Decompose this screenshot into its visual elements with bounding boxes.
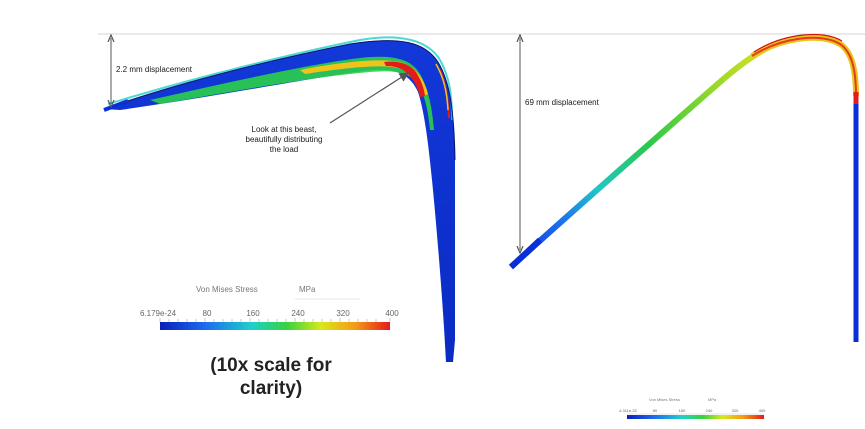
left-legend-ticks <box>159 318 391 322</box>
left-legend-tick-2: 160 <box>246 309 260 318</box>
right-displacement-label: 69 mm displacement <box>525 98 599 107</box>
left-beam-tip <box>103 99 129 112</box>
annotation-text: Look at this beast, beautifully distribu… <box>232 125 336 155</box>
left-legend-colorbar <box>160 322 390 330</box>
right-legend-tick-0: 4.311e-32 <box>619 408 637 413</box>
right-legend-colorbar <box>627 415 764 419</box>
right-legend-tick-1: 80 <box>652 408 658 413</box>
left-beam-outer-edge <box>107 36 453 121</box>
left-legend-title: Von Mises Stress <box>196 285 258 294</box>
right-beam-model <box>508 33 859 342</box>
left-beam-model <box>103 36 456 362</box>
right-legend-title: Von Mises Stress <box>649 397 680 402</box>
left-beam-upper-stress <box>300 60 428 96</box>
right-legend-unit: MPa <box>708 397 717 402</box>
annotation-arrow <box>329 72 410 124</box>
left-legend-tick-4: 320 <box>336 309 350 318</box>
scale-caption-line-1: (10x scale for <box>210 355 332 376</box>
right-beam-arch-outer <box>753 33 843 53</box>
annotation-line-3: the load <box>269 145 299 154</box>
right-legend-tick-2: 160 <box>678 408 686 413</box>
right-legend-tick-5: 400 <box>758 408 766 413</box>
left-legend-tick-5: 400 <box>385 309 399 318</box>
right-beam-arch-peak <box>751 36 857 97</box>
left-beam-outline <box>103 40 456 161</box>
left-beam-body <box>104 40 455 362</box>
right-beam-arch <box>750 34 859 97</box>
left-legend-tick-1: 80 <box>202 309 212 318</box>
left-beam-peak-stress <box>384 61 425 97</box>
left-beam-outer-yellow <box>435 63 449 111</box>
left-displacement-label: 2.2 mm displacement <box>116 65 193 74</box>
right-beam-tip <box>508 237 543 270</box>
annotation-line-1: Look at this beast, <box>251 125 317 134</box>
right-legend-tick-4: 320 <box>731 408 739 413</box>
annotation-line-2: beautifully distributing <box>245 135 323 144</box>
right-legend-tick-3: 240 <box>705 408 713 413</box>
right-beam-diagonal <box>508 39 782 270</box>
left-legend-tick-0: 6.179e-24 <box>139 309 177 318</box>
left-legend-unit: MPa <box>299 285 316 294</box>
scale-caption-line-2: clarity) <box>239 378 303 399</box>
scale-caption: (10x scale for clarity) <box>196 354 346 400</box>
left-legend-tick-3: 240 <box>291 309 305 318</box>
